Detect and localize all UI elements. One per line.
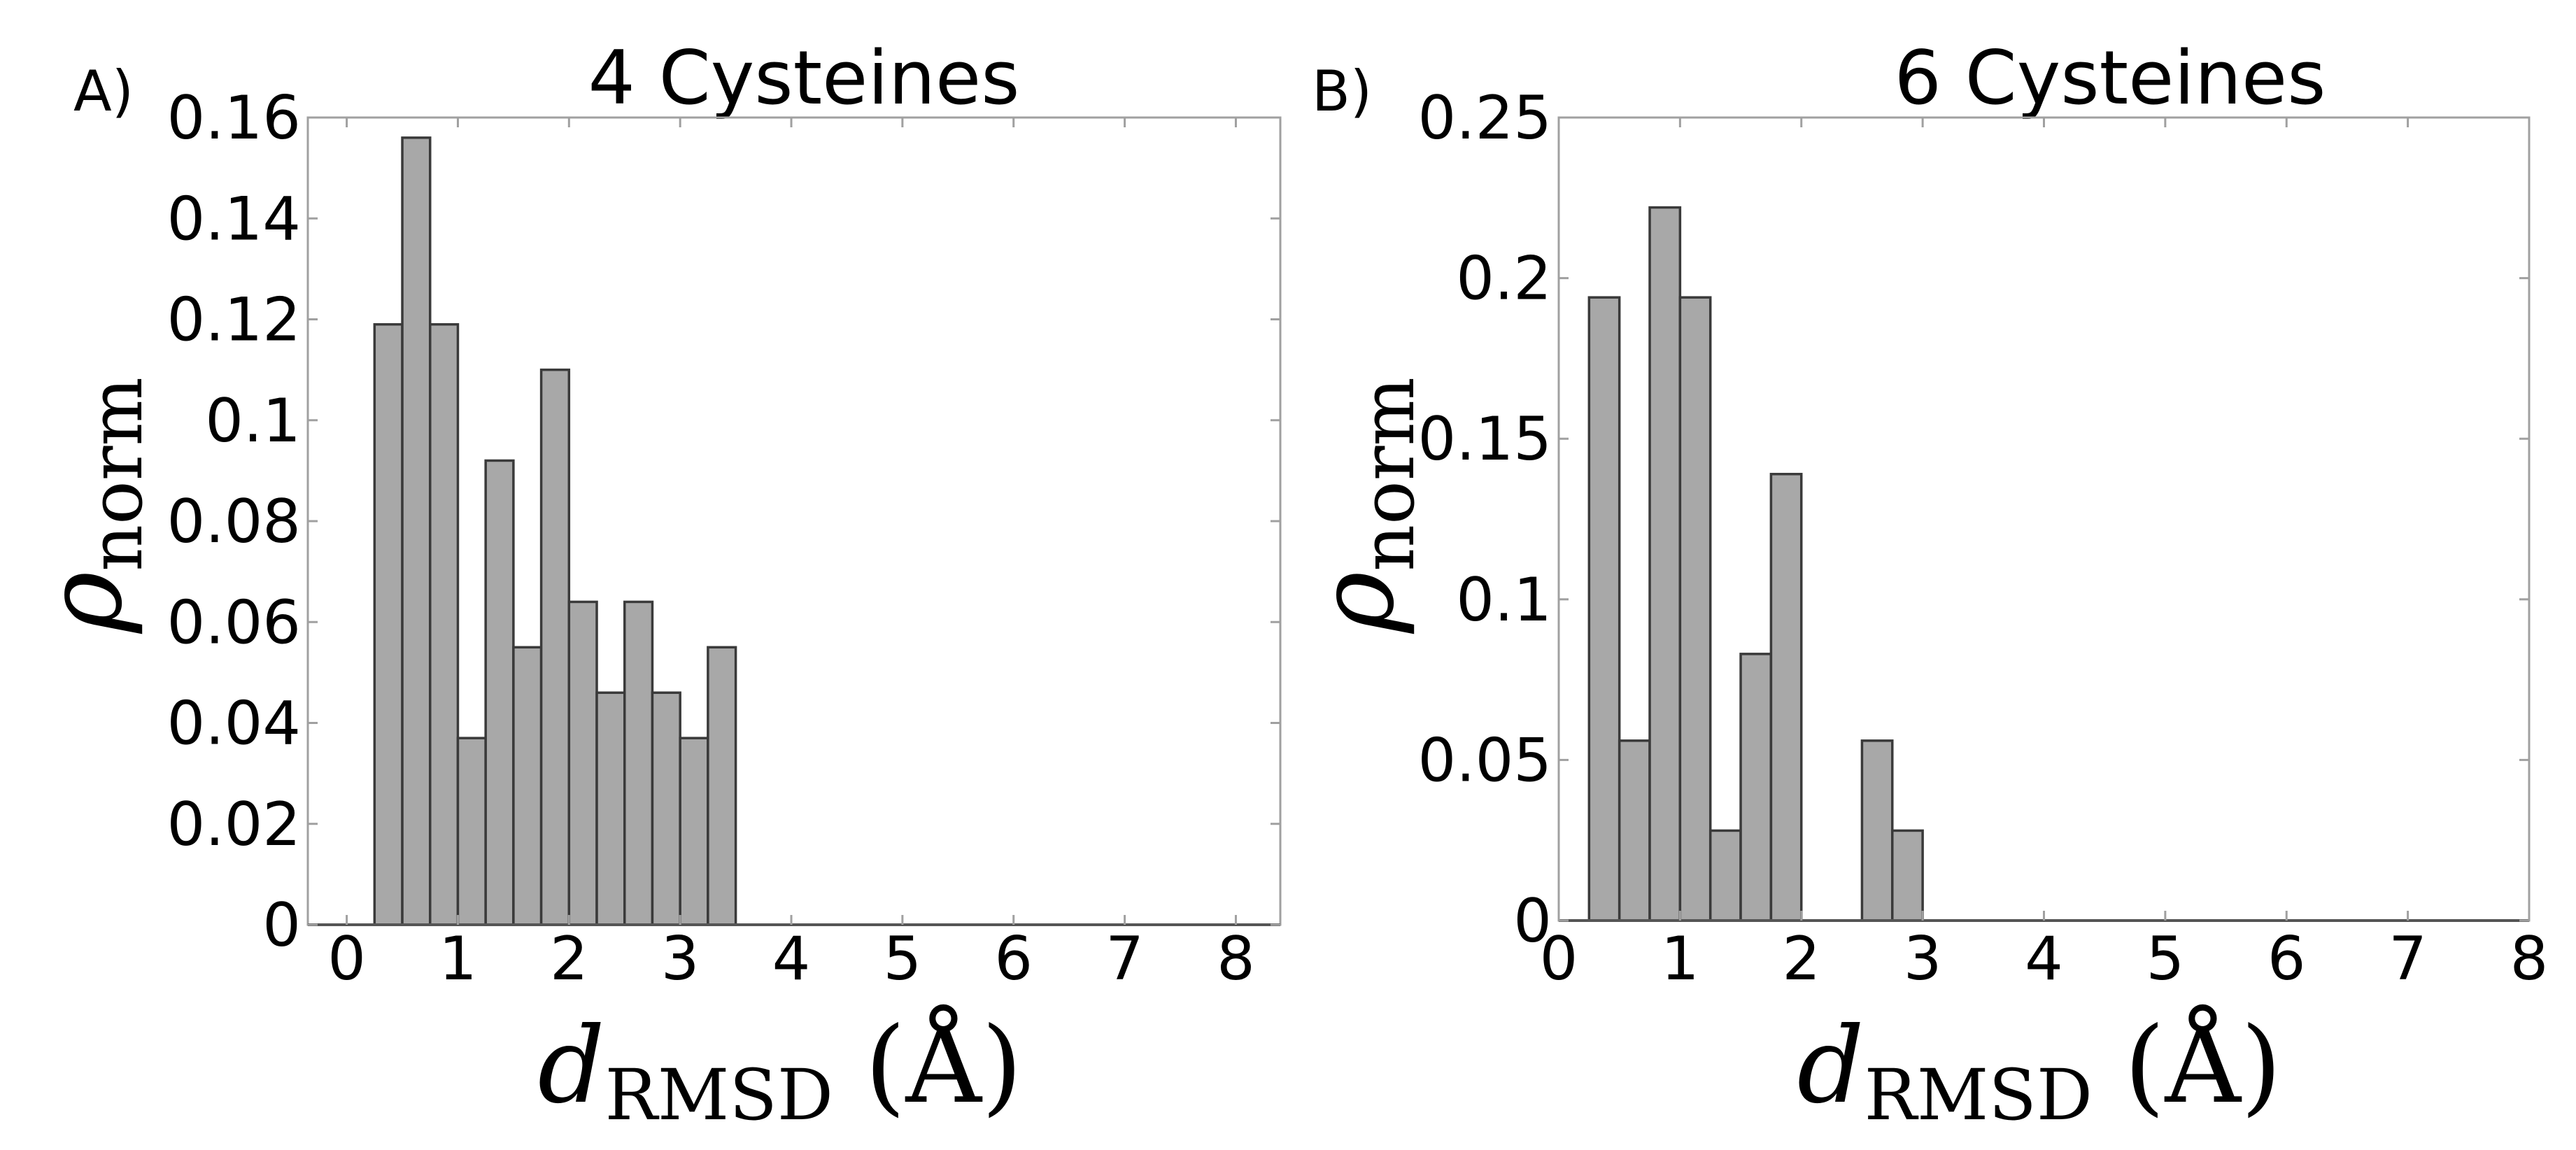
histogram-bar bbox=[595, 691, 626, 926]
panel-a: A) 4 Cysteines ρnorm dRMSD (Å) 0 1 2 3 4 5 6 7 8 0… bbox=[24, 35, 1282, 1136]
histogram-bar bbox=[623, 600, 654, 926]
y-tick-label: 0.06 bbox=[167, 588, 301, 658]
histogram-bar bbox=[1860, 739, 1894, 922]
histogram-bar bbox=[484, 459, 515, 926]
x-tick-label: 4 bbox=[772, 924, 811, 994]
x-tick-label: 0 bbox=[327, 924, 366, 994]
histogram-bar bbox=[401, 136, 432, 926]
x-axis-label-subscript: RMSD bbox=[1864, 1054, 2093, 1136]
y-tick-label: 0.08 bbox=[167, 487, 301, 557]
x-axis-label: dRMSD (Å) bbox=[538, 1004, 1023, 1136]
chart-title: 4 Cysteines bbox=[588, 35, 1020, 121]
y-axis-label-symbol: ρ bbox=[1296, 572, 1417, 634]
histogram-bar bbox=[456, 737, 487, 926]
x-tick-label: 2 bbox=[1782, 924, 1820, 994]
histogram-bar bbox=[679, 737, 709, 926]
y-axis-label: ρnorm bbox=[1296, 377, 1431, 634]
histogram-bar bbox=[1708, 829, 1742, 922]
x-tick-label: 6 bbox=[2267, 924, 2306, 994]
x-tick-label: 3 bbox=[1904, 924, 1942, 994]
y-axis-label-symbol: ρ bbox=[24, 572, 146, 634]
x-tick-label: 2 bbox=[550, 924, 588, 994]
x-axis-label-unit: (Å) bbox=[2124, 1004, 2281, 1127]
x-axis-label-subscript: RMSD bbox=[605, 1054, 833, 1136]
y-tick-label: 0.1 bbox=[1456, 565, 1552, 635]
y-tick-label: 0 bbox=[262, 890, 301, 960]
histogram-bar bbox=[651, 691, 681, 926]
x-tick-label: 7 bbox=[1105, 924, 1144, 994]
histogram-bar bbox=[1678, 296, 1712, 922]
y-tick-label: 0.02 bbox=[167, 790, 301, 860]
y-tick-label: 0.16 bbox=[167, 83, 301, 153]
y-tick-label: 0.1 bbox=[205, 386, 301, 456]
histogram-bar bbox=[567, 600, 598, 926]
histogram-bar bbox=[373, 322, 404, 926]
histogram-bar bbox=[707, 646, 737, 926]
x-tick-label: 1 bbox=[1661, 924, 1699, 994]
panel-label: B) bbox=[1312, 59, 1372, 124]
x-tick-label: 1 bbox=[439, 924, 477, 994]
y-tick-label: 0.25 bbox=[1418, 83, 1552, 153]
y-axis-label: ρnorm bbox=[24, 377, 159, 634]
x-tick-label: 8 bbox=[2510, 924, 2549, 994]
y-axis-label-subscript: norm bbox=[1345, 377, 1431, 572]
histogram-bar bbox=[1587, 296, 1621, 922]
x-axis-label-symbol: d bbox=[1797, 1005, 1864, 1127]
x-tick-label: 8 bbox=[1217, 924, 1255, 994]
x-tick-label: 5 bbox=[884, 924, 922, 994]
x-tick-label: 0 bbox=[1540, 924, 1578, 994]
chart-title: 6 Cysteines bbox=[1895, 35, 2326, 121]
panel-label: A) bbox=[73, 59, 134, 124]
y-tick-label: 0.2 bbox=[1456, 244, 1552, 314]
histogram-bar bbox=[1739, 653, 1773, 922]
histogram-bar bbox=[1769, 472, 1803, 922]
x-axis-label: dRMSD (Å) bbox=[1797, 1004, 2282, 1136]
y-tick-label: 0 bbox=[1513, 886, 1552, 956]
y-tick-label: 0.15 bbox=[1418, 404, 1552, 474]
x-tick-label: 4 bbox=[2025, 924, 2063, 994]
y-axis-label-subscript: norm bbox=[73, 377, 159, 572]
y-tick-label: 0.05 bbox=[1418, 725, 1552, 795]
histogram-bar bbox=[1648, 206, 1682, 922]
x-tick-label: 7 bbox=[2389, 924, 2427, 994]
histogram-bar bbox=[512, 646, 543, 926]
histogram-bar bbox=[1891, 829, 1924, 922]
y-tick-label: 0.14 bbox=[167, 184, 301, 254]
histogram-bar bbox=[428, 322, 460, 926]
histogram-bar bbox=[1618, 739, 1651, 922]
y-tick-label: 0.04 bbox=[167, 689, 301, 759]
panel-b: B) 6 Cysteines ρnorm dRMSD (Å) 0 1 2 3 4 5 6 7 8 0… bbox=[1296, 35, 2548, 1136]
histogram-bar bbox=[539, 368, 571, 926]
x-tick-label: 3 bbox=[661, 924, 700, 994]
x-axis-label-unit: (Å) bbox=[865, 1004, 1022, 1127]
x-axis-label-symbol: d bbox=[538, 1005, 605, 1127]
y-tick-label: 0.12 bbox=[167, 285, 301, 355]
x-tick-label: 6 bbox=[994, 924, 1033, 994]
x-tick-label: 5 bbox=[2146, 924, 2185, 994]
